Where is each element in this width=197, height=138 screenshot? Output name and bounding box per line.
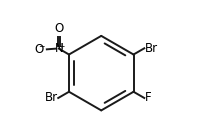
Text: N: N	[54, 42, 63, 55]
Text: O: O	[54, 22, 63, 35]
Text: Br: Br	[145, 42, 158, 55]
Text: F: F	[145, 91, 151, 104]
Text: Br: Br	[45, 91, 58, 104]
Text: O: O	[34, 43, 44, 56]
Text: +: +	[58, 42, 65, 51]
Text: −: −	[38, 42, 44, 51]
